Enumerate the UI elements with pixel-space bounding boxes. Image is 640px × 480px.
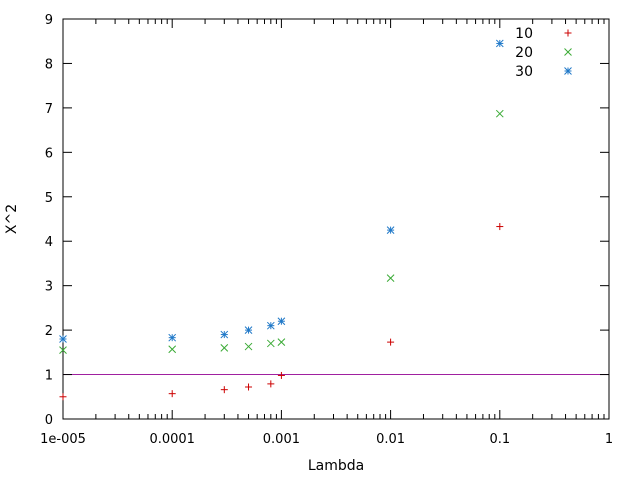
- x-tick-label: 0.1: [489, 432, 510, 447]
- x-tick-label: 0.001: [263, 432, 300, 447]
- data-point-series-20: [277, 338, 286, 346]
- data-point-series-10: [267, 380, 275, 388]
- data-point-series-10: [220, 386, 228, 394]
- x-tick-label: 1e-005: [40, 432, 86, 447]
- data-point-series-20: [220, 344, 229, 352]
- data-point-series-30: [277, 317, 286, 326]
- x-tick-label: 1: [605, 432, 613, 447]
- x-tick-label: 0.0001: [149, 432, 195, 447]
- legend-label: 30: [515, 64, 533, 80]
- data-point-series-10: [387, 338, 395, 346]
- x-axis: 1e-005 0.0001 0.001 0.01 0.1 1: [40, 19, 613, 447]
- y-tick-label: 1: [45, 369, 53, 384]
- legend-label: 20: [515, 45, 533, 61]
- data-point-series-20: [495, 109, 504, 118]
- data-point-series-30: [59, 335, 67, 343]
- data-point-series-10: [496, 223, 504, 231]
- legend-marker-30: [564, 67, 572, 75]
- y-tick-label: 8: [45, 57, 53, 72]
- legend-marker-20: [564, 48, 572, 56]
- data-point-series-30: [220, 330, 229, 339]
- data-point-series-10: [59, 393, 67, 401]
- y-tick-label: 0: [45, 413, 53, 428]
- legend-label: 10: [515, 26, 533, 42]
- data-point-series-20: [386, 274, 395, 282]
- data-point-series-20: [168, 345, 177, 354]
- data-point-series-20: [59, 346, 67, 354]
- y-tick-label: 7: [45, 102, 53, 117]
- data-point-series-10: [168, 390, 176, 398]
- y-tick-label: 4: [45, 235, 53, 250]
- data-point-series-10: [245, 383, 253, 391]
- data-point-series-30: [244, 326, 253, 334]
- data-point-series-30: [386, 226, 395, 234]
- x-tick-label: 0.01: [376, 432, 405, 447]
- legend-marker-10: [564, 29, 572, 37]
- data-point-series-30: [495, 39, 504, 48]
- legend: 10 20 30: [515, 26, 572, 80]
- y-tick-label: 3: [45, 280, 53, 295]
- data-point-series-10: [277, 371, 285, 379]
- data-point-series-30: [266, 321, 275, 330]
- y-axis: 0 1 2 3 4 5 6 7 8 9: [45, 13, 609, 428]
- y-tick-label: 6: [45, 146, 53, 161]
- points-layer: [59, 39, 504, 401]
- data-point-series-20: [244, 342, 253, 351]
- x-axis-title: Lambda: [308, 458, 364, 474]
- y-tick-label: 5: [45, 191, 53, 206]
- plot-frame: [62, 18, 610, 420]
- y-axis-title: X^2: [4, 204, 20, 234]
- y-tick-label: 2: [45, 324, 53, 339]
- data-point-series-30: [168, 333, 177, 342]
- y-tick-label: 9: [45, 13, 53, 28]
- data-point-series-20: [266, 339, 275, 348]
